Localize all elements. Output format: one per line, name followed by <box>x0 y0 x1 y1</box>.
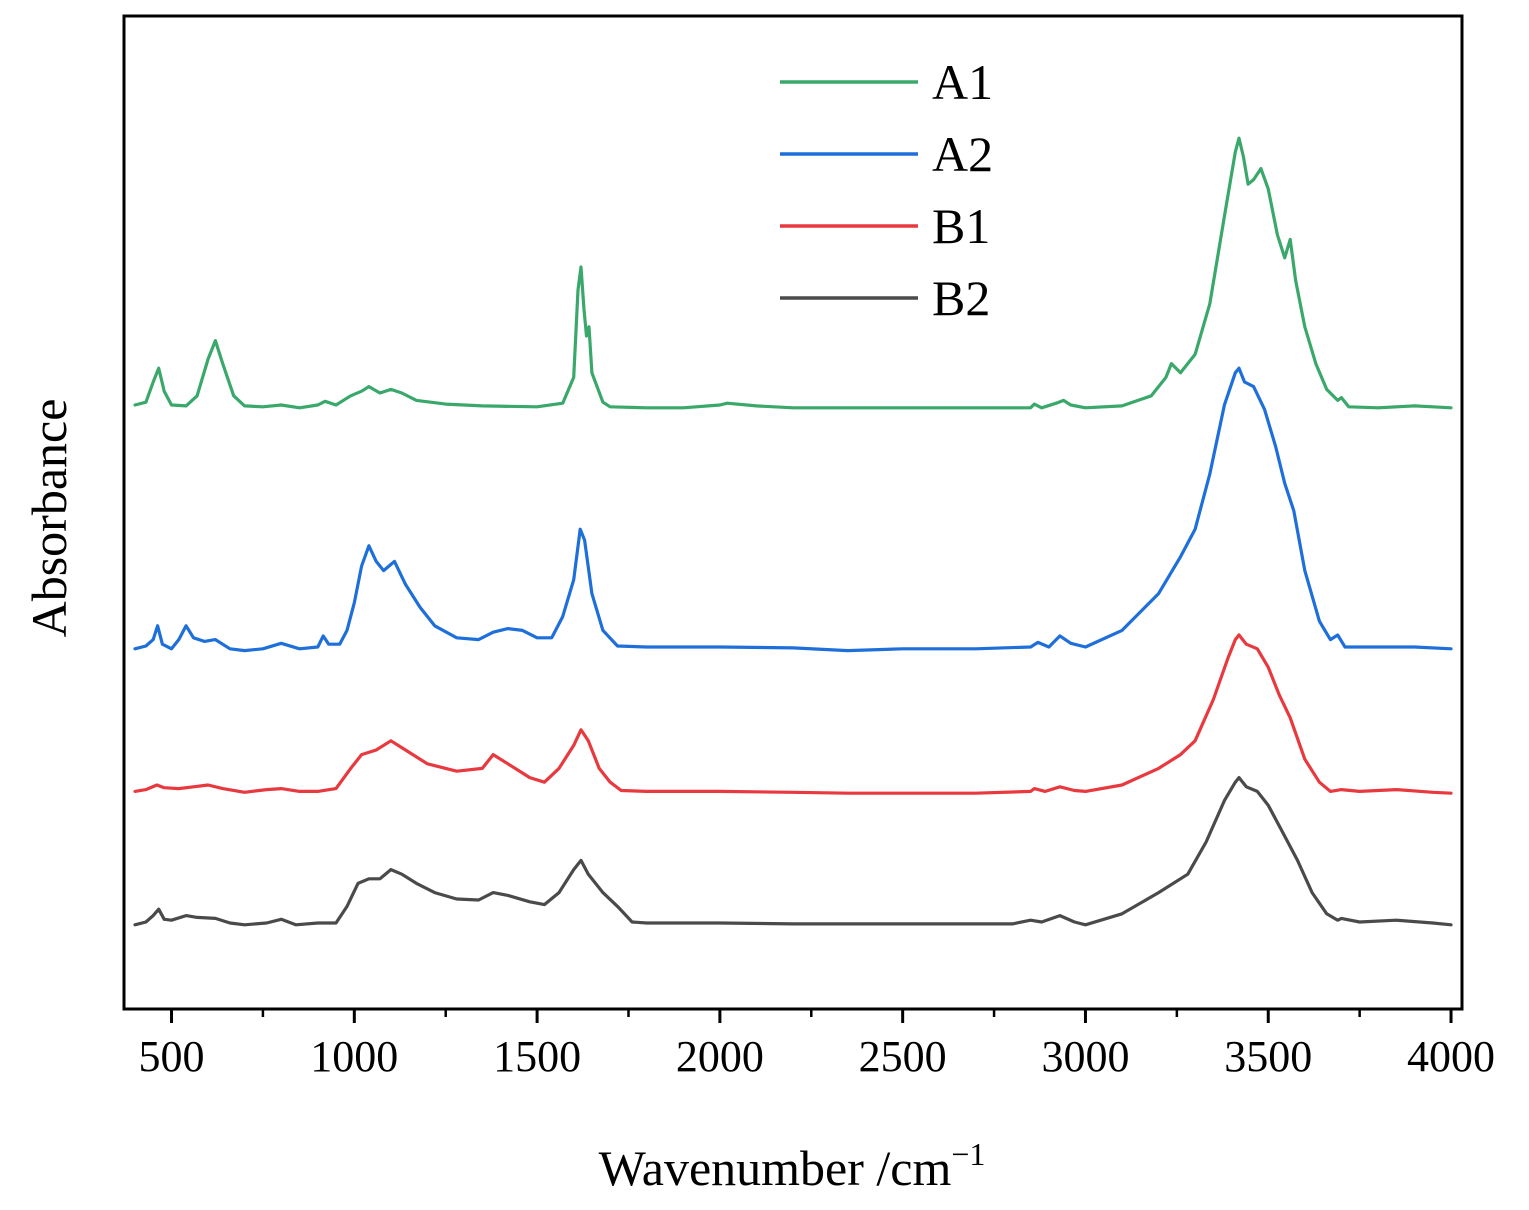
x-axis-title-text: Wavenumber /cm <box>599 1140 952 1196</box>
x-axis-title: Wavenumber /cm−1 <box>599 1136 986 1196</box>
x-axis-title-superscript: −1 <box>951 1136 985 1172</box>
x-tick-label: 3500 <box>1224 1032 1312 1081</box>
x-tick-label: 3000 <box>1041 1032 1129 1081</box>
series-line-b1 <box>133 633 1453 795</box>
x-tick-label: 1500 <box>493 1032 581 1081</box>
series-line-b2 <box>133 776 1453 927</box>
series-layer <box>133 136 1453 927</box>
x-tick-label: 4000 <box>1407 1032 1495 1081</box>
y-axis-title: Absorbance <box>21 399 77 638</box>
legend-label-a2: A2 <box>932 126 993 182</box>
legend: A1 A2 B1 B2 <box>780 54 993 326</box>
legend-label-b1: B1 <box>932 198 990 254</box>
x-axis-tick-labels: 500 1000 1500 2000 2500 3000 3500 4000 <box>139 1032 1496 1081</box>
series-line-a2 <box>133 366 1453 653</box>
x-tick-label: 1000 <box>310 1032 398 1081</box>
x-tick-label: 2500 <box>859 1032 947 1081</box>
plot-frame <box>122 14 1464 1011</box>
series-line-a1 <box>133 136 1453 410</box>
x-axis-ticks <box>170 1009 1453 1023</box>
x-tick-label: 2000 <box>676 1032 764 1081</box>
legend-label-b2: B2 <box>932 270 990 326</box>
x-tick-label: 500 <box>139 1032 205 1081</box>
legend-label-a1: A1 <box>932 54 993 110</box>
